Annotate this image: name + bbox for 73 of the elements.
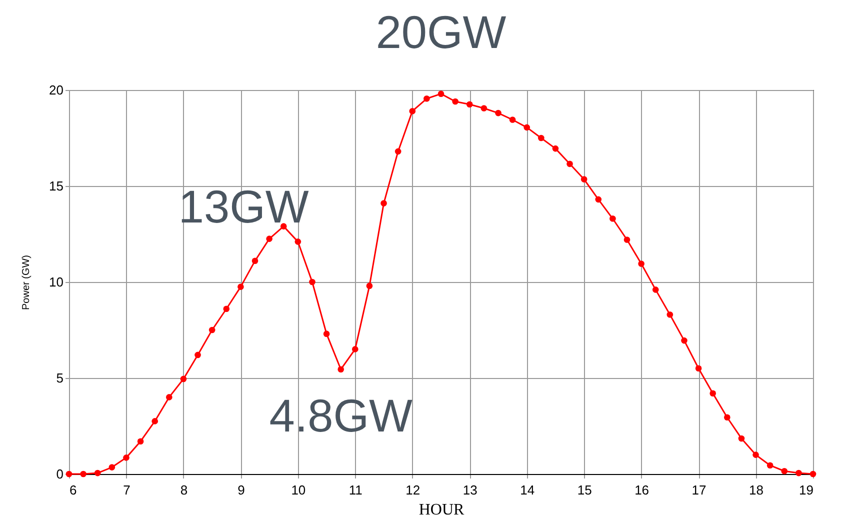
x-tick-label: 7 xyxy=(123,482,130,498)
x-tick-label: 12 xyxy=(406,482,420,498)
point xyxy=(223,306,230,312)
point xyxy=(766,462,774,469)
point xyxy=(452,98,458,105)
x-tick-label: 13 xyxy=(462,482,478,498)
point xyxy=(409,108,416,114)
point xyxy=(352,346,358,352)
point xyxy=(80,470,86,478)
point xyxy=(781,468,788,474)
point xyxy=(194,352,201,358)
x-tick-label: 8 xyxy=(180,482,188,498)
point xyxy=(208,326,216,334)
point xyxy=(180,376,187,382)
point xyxy=(438,90,444,97)
point xyxy=(480,105,488,112)
y-tick-label: 20 xyxy=(49,82,64,98)
point xyxy=(738,435,745,442)
point xyxy=(380,200,387,206)
point xyxy=(509,116,516,123)
point xyxy=(266,236,272,242)
y-tick-label: 10 xyxy=(49,274,64,290)
point xyxy=(624,236,630,243)
point xyxy=(166,394,172,400)
point xyxy=(294,238,302,245)
point xyxy=(252,258,258,264)
y-tick-label: 5 xyxy=(56,370,64,386)
x-tick-label: 19 xyxy=(799,482,814,498)
x-tick-label: 15 xyxy=(577,482,592,498)
point xyxy=(710,390,716,397)
point xyxy=(137,438,144,445)
point xyxy=(538,134,544,142)
point xyxy=(108,464,116,470)
x-tick-label: 9 xyxy=(238,482,245,498)
y-tick-label: 15 xyxy=(49,178,64,194)
point xyxy=(495,110,502,116)
x-tick-label: 18 xyxy=(749,482,764,498)
point xyxy=(323,330,330,337)
point xyxy=(152,418,158,424)
point xyxy=(66,470,72,478)
point xyxy=(466,101,473,108)
point xyxy=(566,160,573,168)
x-axis-title: HOUR xyxy=(418,502,464,518)
point xyxy=(595,196,602,203)
x-tick-label: 10 xyxy=(291,482,306,498)
point xyxy=(238,284,244,290)
y-tick-label: 0 xyxy=(56,466,64,482)
point xyxy=(638,260,644,267)
point xyxy=(366,282,373,289)
point xyxy=(752,452,759,458)
x-tick-label: 14 xyxy=(520,482,535,498)
point xyxy=(338,366,344,373)
point xyxy=(724,414,730,421)
x-tick-label: 17 xyxy=(692,482,706,498)
point xyxy=(666,311,674,318)
x-tick-label: 11 xyxy=(348,482,362,498)
annotation: 20GW xyxy=(376,6,507,58)
point xyxy=(424,95,430,102)
point xyxy=(524,124,530,131)
point xyxy=(695,365,702,372)
point xyxy=(309,278,316,286)
point xyxy=(580,176,588,182)
point xyxy=(123,454,130,461)
y-axis-title: Power (GW) xyxy=(21,255,32,310)
point xyxy=(681,337,688,344)
point xyxy=(394,148,402,155)
point xyxy=(94,470,101,476)
x-tick-label: 6 xyxy=(70,482,77,498)
x-tick-label: 16 xyxy=(634,482,650,498)
point xyxy=(652,286,659,293)
point xyxy=(796,470,802,476)
point xyxy=(610,215,616,222)
point xyxy=(552,145,559,152)
